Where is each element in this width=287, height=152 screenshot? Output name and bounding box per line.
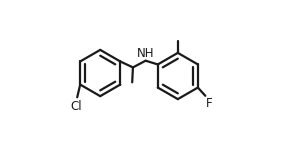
Text: NH: NH — [137, 47, 154, 60]
Text: F: F — [206, 97, 213, 110]
Text: Cl: Cl — [71, 100, 82, 112]
